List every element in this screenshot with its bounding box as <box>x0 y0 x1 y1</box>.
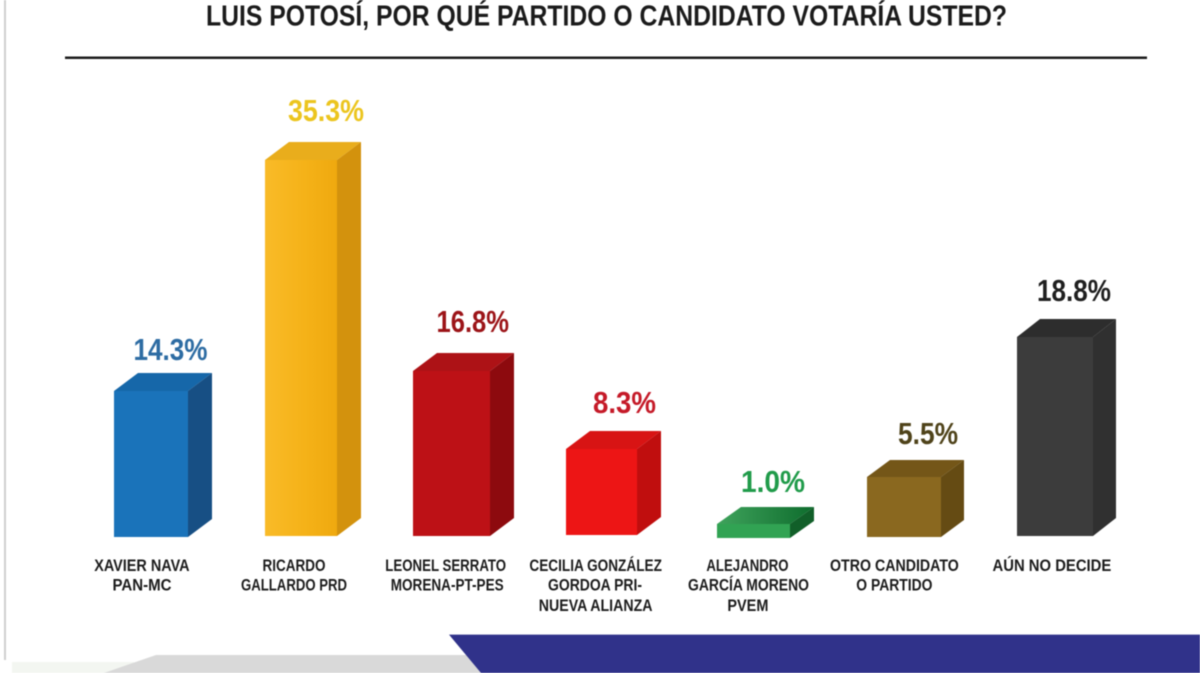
svg-text:AÚN NO DECIDE: AÚN NO DECIDE <box>993 556 1112 575</box>
svg-text:GARCÍA MORENO: GARCÍA MORENO <box>688 576 809 595</box>
svg-text:PVEM: PVEM <box>727 596 768 615</box>
svg-text:LUIS POTOSÍ, POR QUÉ PARTIDO O: LUIS POTOSÍ, POR QUÉ PARTIDO O CANDIDATO… <box>206 0 1007 33</box>
svg-text:18.8%: 18.8% <box>1037 273 1111 308</box>
svg-text:8.3%: 8.3% <box>593 385 656 420</box>
svg-text:35.3%: 35.3% <box>288 93 364 128</box>
svg-text:GALLARDO PRD: GALLARDO PRD <box>241 576 347 595</box>
svg-text:XAVIER NAVA: XAVIER NAVA <box>94 556 189 575</box>
svg-text:PAN-MC: PAN-MC <box>113 576 172 595</box>
svg-text:ALEJANDRO: ALEJANDRO <box>706 556 788 575</box>
svg-text:O PARTIDO: O PARTIDO <box>856 576 932 595</box>
svg-text:16.8%: 16.8% <box>437 304 510 339</box>
svg-text:1.0%: 1.0% <box>741 464 805 499</box>
svg-text:RICARDO: RICARDO <box>263 556 326 575</box>
svg-text:14.3%: 14.3% <box>134 332 208 367</box>
svg-text:LEONEL SERRATO: LEONEL SERRATO <box>385 556 506 575</box>
svg-text:NUEVA ALIANZA: NUEVA ALIANZA <box>539 596 653 615</box>
svg-text:CECILIA GONZÁLEZ: CECILIA GONZÁLEZ <box>529 556 662 575</box>
svg-text:OTRO CANDIDATO: OTRO CANDIDATO <box>830 556 959 575</box>
svg-text:GORDOA PRI-: GORDOA PRI- <box>548 576 642 595</box>
svg-text:MORENA-PT-PES: MORENA-PT-PES <box>391 576 504 595</box>
svg-text:5.5%: 5.5% <box>898 416 958 451</box>
